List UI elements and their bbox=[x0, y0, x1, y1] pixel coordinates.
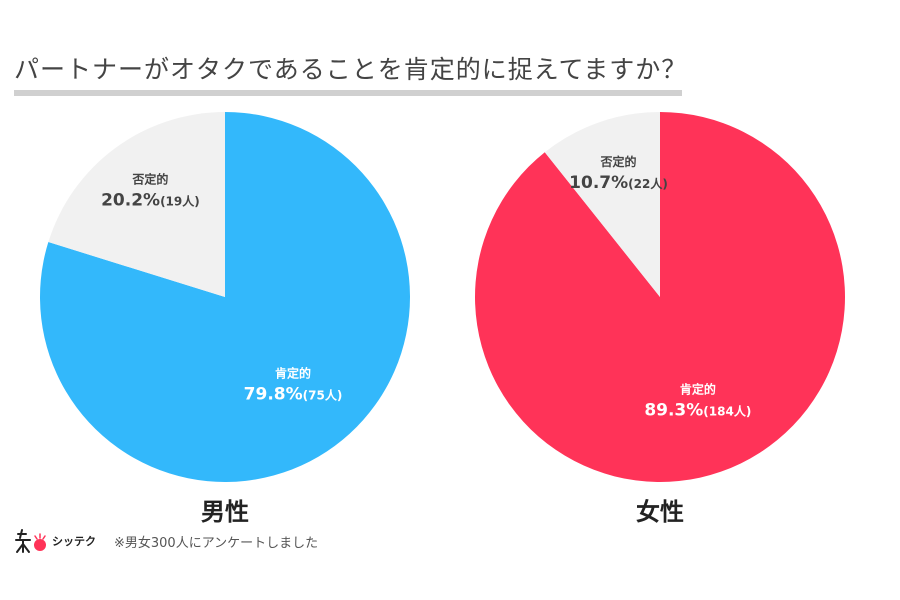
slice-label-male-negative: 否定的 20.2%(19人) bbox=[101, 172, 200, 211]
pie-label-male: 男性 bbox=[201, 498, 249, 526]
slice-value-label: 79.8%(75人) bbox=[244, 384, 343, 404]
slice-label-female-positive: 肯定的 89.3%(184人) bbox=[644, 381, 751, 420]
brand-logo-icon bbox=[15, 529, 46, 553]
title-underline bbox=[14, 90, 682, 96]
brand-logo: シッテク bbox=[14, 528, 96, 554]
pie-label-female: 女性 bbox=[636, 498, 684, 526]
pie-slice-male-positive bbox=[39, 112, 410, 483]
slice-value-label: 89.3%(184人) bbox=[644, 400, 751, 420]
pie-chart-female: 肯定的 89.3%(184人) 否定的 10.7%(22人) bbox=[475, 112, 845, 482]
survey-note: ※男女300人にアンケートしました bbox=[114, 535, 319, 551]
slice-label-female-negative: 否定的 10.7%(22人) bbox=[569, 154, 668, 193]
pie-chart-male: 肯定的 79.8%(75人) 否定的 20.2%(19人) bbox=[39, 112, 410, 483]
slice-value-label: 10.7%(22人) bbox=[569, 173, 668, 193]
slice-category-label: 否定的 bbox=[131, 172, 168, 187]
footer: シッテク ※男女300人にアンケートしました bbox=[14, 528, 318, 554]
slice-value-label: 20.2%(19人) bbox=[101, 191, 200, 211]
slice-category-label: 肯定的 bbox=[680, 381, 716, 396]
slice-label-male-positive: 肯定的 79.8%(75人) bbox=[244, 365, 343, 404]
brand-logo-text: シッテク bbox=[52, 535, 96, 548]
slice-category-label: 否定的 bbox=[599, 154, 636, 169]
chart-title: パートナーがオタクであることを肯定的に捉えてますか？ bbox=[14, 55, 688, 84]
pie-slice-male-negative bbox=[48, 112, 225, 297]
pie-slice-female-negative bbox=[544, 112, 660, 297]
slice-category-label: 肯定的 bbox=[275, 365, 311, 380]
